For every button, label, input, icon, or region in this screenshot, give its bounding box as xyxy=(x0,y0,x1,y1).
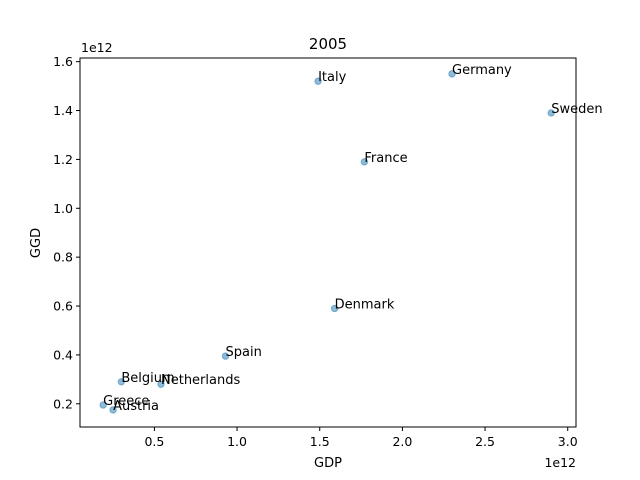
data-point xyxy=(547,109,555,117)
point-label: Denmark xyxy=(335,297,395,312)
x-axis-offset-label: 1e12 xyxy=(544,455,576,470)
point-label: Italy xyxy=(318,70,347,85)
x-tick-label: 1.5 xyxy=(310,434,330,449)
x-tick-label: 1.0 xyxy=(227,434,247,449)
point-label: France xyxy=(364,151,407,166)
y-tick-label: 1.6 xyxy=(53,54,73,69)
chart-title: 2005 xyxy=(309,35,347,53)
point-label: Austria xyxy=(113,399,159,414)
data-point xyxy=(314,77,322,85)
y-tick-label: 1.2 xyxy=(53,152,73,167)
y-tick-label: 1.0 xyxy=(53,201,73,216)
y-tick-label: 0.8 xyxy=(53,250,73,265)
data-point xyxy=(109,406,117,414)
x-axis-label: GDP xyxy=(314,456,342,471)
y-tick-label: 0.2 xyxy=(53,396,73,411)
data-point xyxy=(360,158,369,166)
ticks-layer: 0.5 1.0 1.5 2.0 2.5 3.0 0.2 0.4 0.6 0.8 1.0 1.2 1.4 1… xyxy=(53,54,578,449)
point-labels-layer: Italy Germany Sweden France Denmark Spain Belg… xyxy=(103,63,602,414)
y-tick-label: 0.4 xyxy=(53,347,73,362)
point-label: Germany xyxy=(452,63,512,78)
y-tick-label: 0.6 xyxy=(53,299,73,314)
data-point xyxy=(448,70,456,78)
y-axis-offset-label: 1e12 xyxy=(81,40,113,55)
y-tick-label: 1.4 xyxy=(53,103,73,118)
data-point xyxy=(157,380,165,388)
point-label: Spain xyxy=(225,345,261,360)
point-label: Greece xyxy=(103,394,149,409)
x-tick-label: 3.0 xyxy=(558,434,578,449)
x-tick-label: 2.5 xyxy=(475,434,495,449)
x-tick-label: 2.0 xyxy=(392,434,412,449)
plot-area-frame xyxy=(79,57,577,428)
x-tick-label: 0.5 xyxy=(144,434,164,449)
data-point xyxy=(117,378,126,386)
data-point xyxy=(99,401,107,409)
data-point xyxy=(221,352,230,360)
points-layer xyxy=(99,70,555,414)
y-axis-label: GGD xyxy=(29,228,44,258)
point-label: Netherlands xyxy=(161,373,240,388)
point-label: Sweden xyxy=(551,102,602,117)
point-label: Belgium xyxy=(121,371,174,386)
data-point xyxy=(330,304,339,313)
